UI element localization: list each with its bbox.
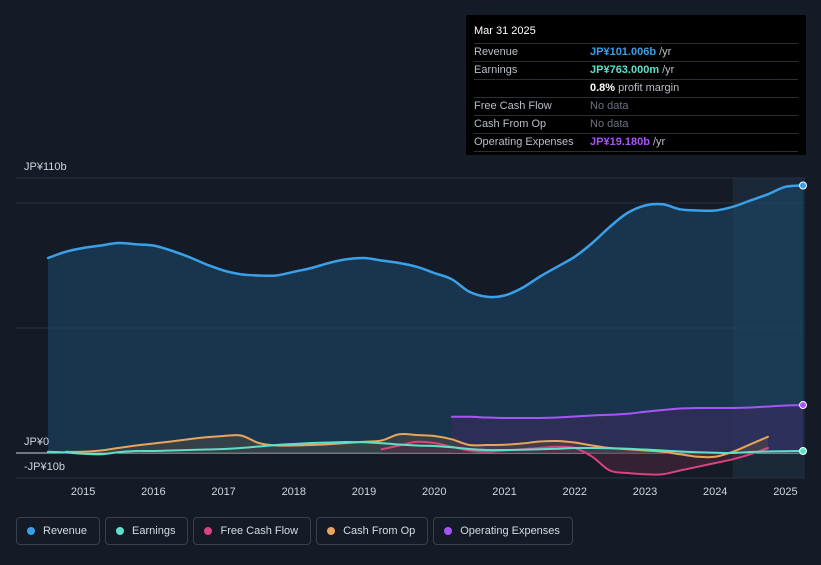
tooltip-label: Free Cash Flow bbox=[474, 100, 552, 112]
legend-dot-icon bbox=[327, 527, 336, 535]
operating-expenses-line bbox=[450, 404, 804, 420]
tooltip-unit: profit margin bbox=[618, 82, 680, 94]
x-tick-label: 2016 bbox=[141, 486, 165, 498]
tooltip-label bbox=[474, 80, 590, 97]
legend-item-earnings[interactable]: Earnings bbox=[105, 517, 189, 545]
tooltip-value: No data bbox=[590, 100, 629, 112]
x-tick-label: 2017 bbox=[211, 486, 235, 498]
y-label-zero: JP¥0 bbox=[24, 436, 49, 448]
tooltip: Mar 31 2025 Revenue JP¥101.006b /yr Earn… bbox=[466, 15, 806, 155]
tooltip-unit: /yr bbox=[659, 46, 672, 58]
legend-label: Cash From Op bbox=[343, 525, 416, 537]
tooltip-value: 0.8% bbox=[590, 82, 616, 94]
earnings-line bbox=[47, 440, 804, 456]
legend-dot-icon bbox=[116, 527, 125, 535]
x-tick-label: 2021 bbox=[492, 486, 516, 498]
x-tick-label: 2024 bbox=[703, 486, 727, 498]
tooltip-value: JP¥763.000m bbox=[590, 64, 660, 76]
revenue-end-marker bbox=[799, 181, 807, 190]
tooltip-label: Operating Expenses bbox=[474, 136, 574, 148]
legend-label: Revenue bbox=[43, 525, 88, 537]
tooltip-row-fcf: Free Cash Flow No data bbox=[474, 98, 798, 116]
tooltip-row-earnings: Earnings JP¥763.000m /yr bbox=[474, 62, 798, 80]
tooltip-value: JP¥101.006b bbox=[590, 46, 657, 58]
tooltip-date: Mar 31 2025 bbox=[474, 23, 798, 44]
legend-label: Earnings bbox=[132, 525, 176, 537]
free-cash-flow-area bbox=[381, 441, 768, 475]
tooltip-label: Revenue bbox=[474, 46, 519, 58]
legend-label: Operating Expenses bbox=[460, 525, 560, 537]
y-label-bottom: -JP¥10b bbox=[24, 461, 65, 473]
legend-dot-icon bbox=[27, 527, 35, 535]
legend-item-cash-from-op[interactable]: Cash From Op bbox=[316, 517, 429, 545]
x-tick-label: 2019 bbox=[352, 486, 376, 498]
tooltip-label: Cash From Op bbox=[474, 118, 547, 130]
x-tick-label: 2018 bbox=[282, 486, 306, 498]
operating-expenses-end-marker bbox=[799, 401, 807, 410]
x-tick-label: 2020 bbox=[422, 486, 446, 498]
legend-item-free-cash-flow[interactable]: Free Cash Flow bbox=[193, 517, 312, 545]
x-tick-label: 2023 bbox=[633, 486, 657, 498]
tooltip-row-revenue: Revenue JP¥101.006b /yr bbox=[474, 44, 798, 62]
legend-item-operating-expenses[interactable]: Operating Expenses bbox=[433, 517, 573, 545]
cash-from-op-line bbox=[64, 432, 769, 459]
x-tick-label: 2025 bbox=[773, 486, 797, 498]
legend-dot-icon bbox=[204, 527, 213, 535]
revenue-line bbox=[46, 184, 805, 299]
earnings-end-marker bbox=[799, 447, 807, 455]
tooltip-unit: /yr bbox=[662, 64, 675, 76]
x-tick-label: 2022 bbox=[563, 486, 587, 498]
legend-item-revenue[interactable]: Revenue bbox=[16, 517, 101, 545]
tooltip-label: Earnings bbox=[474, 64, 518, 76]
y-label-top: JP¥110b bbox=[24, 161, 67, 173]
tooltip-row-opex: Operating Expenses JP¥19.180b /yr bbox=[474, 134, 798, 152]
tooltip-unit: /yr bbox=[652, 136, 666, 148]
revenue-area bbox=[48, 185, 803, 453]
tooltip-row-cfo: Cash From Op No data bbox=[474, 116, 798, 134]
tooltip-value: No data bbox=[590, 118, 629, 130]
x-tick-label: 2015 bbox=[71, 486, 95, 498]
legend-dot-icon bbox=[444, 527, 453, 535]
tooltip-value: JP¥19.180b bbox=[590, 136, 650, 148]
legend-label: Free Cash Flow bbox=[220, 525, 299, 537]
legend: Revenue Earnings Free Cash Flow Cash Fro… bbox=[16, 517, 573, 545]
tooltip-row-margin: 0.8% profit margin bbox=[474, 80, 798, 98]
